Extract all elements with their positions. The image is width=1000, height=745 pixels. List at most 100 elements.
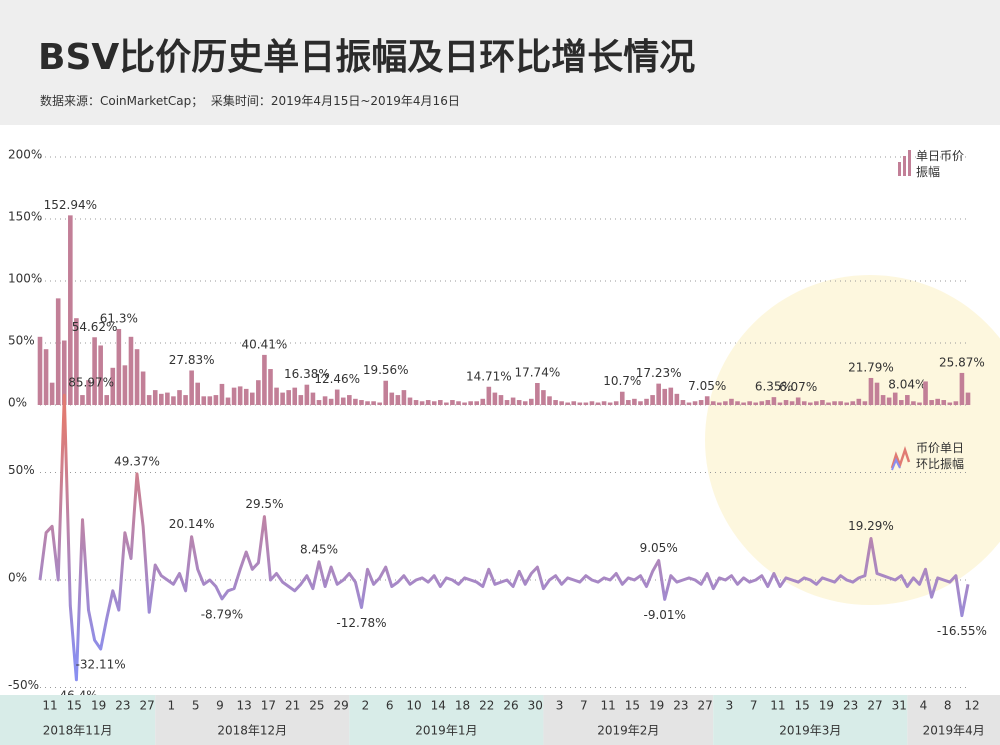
data-label: 54.62% xyxy=(72,320,118,334)
bar xyxy=(571,401,577,405)
x-tick-label: 5 xyxy=(192,699,200,713)
legend-icon xyxy=(891,457,901,471)
month-band xyxy=(155,695,350,745)
bar xyxy=(480,398,486,405)
legend-icon xyxy=(890,446,911,469)
bar xyxy=(49,382,55,405)
bar xyxy=(225,397,231,405)
bar xyxy=(280,392,285,405)
bar xyxy=(152,390,158,405)
data-label: -8.79% xyxy=(201,607,243,621)
bar xyxy=(177,390,182,405)
x-tick-label: 31 xyxy=(892,699,907,713)
bar xyxy=(729,398,734,405)
bar xyxy=(486,386,492,405)
bar xyxy=(219,383,225,405)
bar xyxy=(425,400,431,405)
x-tick-label: 11 xyxy=(770,699,785,713)
bar xyxy=(886,397,892,405)
bar xyxy=(304,384,310,405)
bar xyxy=(116,328,122,405)
bar xyxy=(462,402,467,405)
month-label: 2019年3月 xyxy=(779,724,841,738)
bar xyxy=(456,401,461,405)
bar xyxy=(389,392,395,405)
bar xyxy=(656,383,661,405)
x-tick-label: 11 xyxy=(600,699,615,713)
x-tick-label: 7 xyxy=(580,699,588,713)
bar xyxy=(498,395,504,405)
bar xyxy=(583,402,589,405)
bar xyxy=(43,349,49,405)
bar xyxy=(917,402,922,405)
x-tick-label: 22 xyxy=(479,699,494,713)
month-label: 2019年1月 xyxy=(415,724,477,738)
bar xyxy=(541,390,546,405)
bar xyxy=(741,402,746,405)
bar xyxy=(668,387,674,405)
bar xyxy=(838,401,843,405)
bar xyxy=(213,395,219,405)
x-tick-label: 1 xyxy=(168,699,176,713)
x-tick-label: 19 xyxy=(649,699,664,713)
data-label: 19.56% xyxy=(363,363,409,377)
x-tick-label: 30 xyxy=(528,699,543,713)
bar xyxy=(310,392,316,405)
data-label: 19.29% xyxy=(848,519,894,533)
bar xyxy=(68,215,73,405)
bar xyxy=(231,387,237,405)
bar xyxy=(110,367,116,405)
bar xyxy=(316,400,322,405)
bar xyxy=(814,401,819,405)
x-tick-label: 27 xyxy=(867,699,882,713)
x-tick-label: 14 xyxy=(431,699,446,713)
x-tick-label: 23 xyxy=(673,699,688,713)
bar xyxy=(662,388,668,405)
x-tick-label: 9 xyxy=(216,699,224,713)
bar xyxy=(644,398,649,405)
bar xyxy=(134,349,140,405)
bar xyxy=(710,401,716,405)
bar xyxy=(146,395,152,405)
data-label: 21.79% xyxy=(848,360,894,374)
bar xyxy=(965,392,971,405)
bar xyxy=(589,401,595,405)
bar xyxy=(298,395,304,405)
x-tick-label: 25 xyxy=(309,699,324,713)
line xyxy=(38,393,970,682)
bar xyxy=(334,389,340,405)
bar xyxy=(377,402,382,405)
bar xyxy=(953,401,959,405)
month-band xyxy=(907,695,1000,745)
x-tick-label: 19 xyxy=(91,699,106,713)
data-label: 25.87% xyxy=(939,355,985,369)
data-label: -16.55% xyxy=(937,624,987,638)
bar xyxy=(626,400,631,405)
bar xyxy=(535,383,540,405)
x-tick-label: 29 xyxy=(334,699,349,713)
bar xyxy=(243,388,249,405)
data-label: 40.41% xyxy=(242,337,288,351)
bar xyxy=(438,400,443,405)
bar xyxy=(638,401,643,405)
bar xyxy=(522,401,528,405)
bar xyxy=(207,396,213,405)
data-label: 8.04% xyxy=(888,378,926,392)
bar xyxy=(613,401,619,405)
bar xyxy=(723,401,728,405)
bar xyxy=(771,397,777,405)
bar xyxy=(74,318,79,405)
bar xyxy=(395,395,401,405)
bar xyxy=(789,401,795,405)
bar xyxy=(959,372,965,405)
month-label: 2018年12月 xyxy=(217,724,287,738)
header: BSV比价历史单日振幅及日环比增长情况 数据来源：CoinMarketCap； … xyxy=(0,0,1000,125)
bar xyxy=(128,336,134,405)
bar xyxy=(274,387,279,405)
legend-label: 币价单日环比振幅 xyxy=(916,441,965,471)
y-tick-label: 150% xyxy=(8,210,42,224)
bar xyxy=(165,392,170,405)
y-tick-label: 0% xyxy=(8,396,27,410)
bar xyxy=(444,402,449,405)
legend-icon xyxy=(898,162,901,176)
